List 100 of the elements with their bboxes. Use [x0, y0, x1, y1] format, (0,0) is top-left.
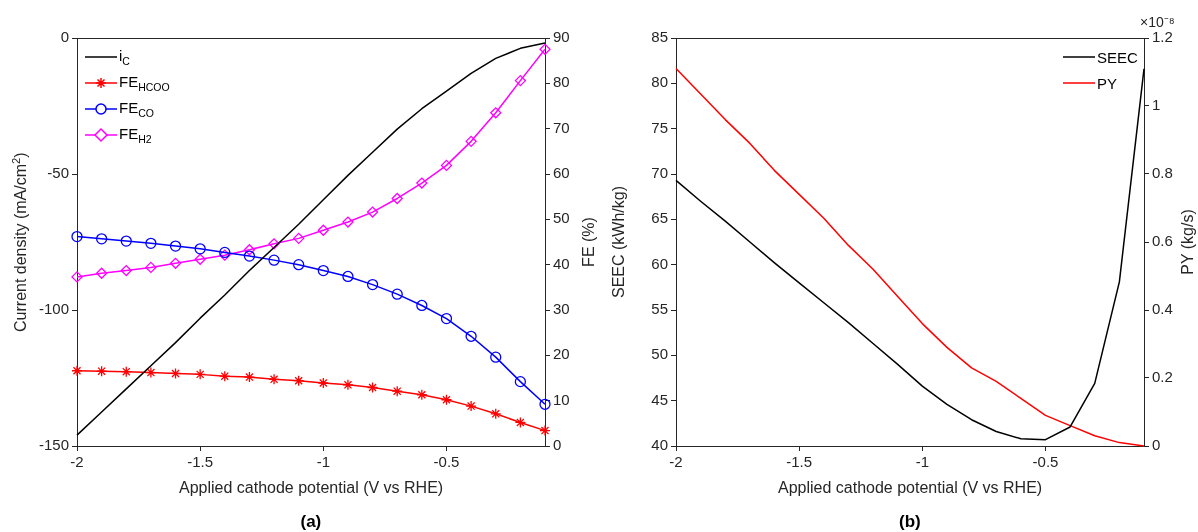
y-tick-label: 40: [651, 436, 668, 454]
y2-tick-label: 0: [1152, 436, 1161, 454]
point: [95, 365, 108, 377]
point: [465, 135, 477, 148]
point: [243, 250, 256, 262]
point: [71, 271, 83, 283]
y-tick-label: 80: [651, 73, 668, 91]
text: ×10⁻⁸: [1140, 13, 1175, 31]
point: [539, 424, 551, 437]
point: [317, 224, 329, 236]
point: [95, 267, 108, 279]
y-tick-label: 45: [651, 390, 668, 408]
point: [145, 366, 157, 379]
point: [219, 370, 231, 382]
text: (a): [300, 512, 322, 532]
y2-tick-label: 50: [553, 209, 570, 227]
y-tick-label: 50: [651, 345, 668, 363]
y-tick-label: 60: [651, 254, 668, 272]
text: (b): [899, 512, 921, 532]
point: [169, 367, 182, 380]
point: [440, 159, 453, 172]
y2-tick-label: 0.4: [1152, 300, 1173, 318]
point: [317, 264, 329, 277]
x-axis-title: Applied cathode potential (V vs RHE): [778, 479, 1043, 497]
point: [293, 259, 305, 271]
y-tick-label: -50: [47, 164, 69, 182]
point: [194, 243, 206, 255]
y-axis-title: SEEC (kWh/kg): [610, 185, 628, 299]
y2-tick-label: 90: [553, 28, 570, 46]
point: [342, 379, 354, 391]
point: [293, 375, 305, 387]
point: [268, 373, 280, 386]
y2-tick-label: 40: [553, 254, 570, 272]
point: [416, 389, 428, 401]
x-tick-label: -2: [70, 453, 84, 471]
y-tick-label: 70: [651, 164, 668, 182]
y2-tick-label: 80: [553, 73, 570, 91]
point: [169, 257, 182, 269]
x-tick-label: -1: [316, 453, 330, 471]
x-axis-title: Applied cathode potential (V vs RHE): [179, 479, 444, 497]
legend-label: FE$_{CO}$: [119, 99, 154, 119]
point: [71, 365, 83, 377]
legend-label: SEEC: [1097, 48, 1138, 66]
y-tick-label: 65: [651, 209, 668, 227]
point: [71, 230, 83, 243]
point: [539, 43, 551, 55]
y2-tick-label: 0.8: [1152, 164, 1173, 182]
y2-tick-label: 20: [553, 345, 570, 363]
y2-tick-label: 0.6: [1152, 232, 1173, 250]
y-tick-label: 85: [651, 28, 668, 46]
point: [342, 270, 354, 283]
y-tick-label: -150: [38, 436, 69, 454]
point: [465, 400, 477, 412]
y-tick-label: 0: [60, 28, 69, 46]
y2-axis-title: FE (%): [579, 217, 598, 267]
point: [416, 299, 428, 312]
legend-label: PY: [1097, 74, 1118, 92]
x-tick-label: -1: [915, 453, 929, 471]
point: [243, 244, 256, 256]
point: [194, 368, 206, 381]
point: [490, 107, 502, 119]
point: [366, 278, 379, 291]
point: [514, 74, 527, 87]
point: [539, 398, 551, 410]
y2-tick-label: 1.2: [1152, 28, 1173, 46]
y2-tick-label: 0.2: [1152, 368, 1173, 386]
point: [120, 366, 132, 378]
point: [169, 240, 182, 252]
y2-tick-label: 60: [553, 164, 570, 182]
legend-label: FE$_{H2}$: [119, 125, 152, 145]
y-tick-label: -100: [38, 300, 69, 318]
point: [194, 253, 206, 265]
point: [268, 238, 280, 250]
point: [145, 261, 157, 274]
point: [145, 237, 157, 250]
y2-tick-label: 30: [553, 300, 570, 318]
point: [440, 312, 453, 325]
y2-axis-title: PY (kg/s): [1178, 209, 1197, 275]
legend-label: FE$_{HCOO}$: [119, 73, 170, 93]
point: [120, 264, 132, 277]
x-tick-label: -0.5: [1032, 453, 1059, 471]
point: [514, 416, 527, 429]
y2-tick-label: 0: [553, 436, 562, 454]
point: [440, 394, 453, 406]
point: [490, 408, 502, 420]
point: [243, 371, 256, 383]
x-tick-label: -2: [669, 453, 683, 471]
point: [416, 177, 428, 189]
y-tick-label: 75: [651, 118, 668, 136]
y2-tick-label: 1: [1152, 96, 1161, 114]
x-tick-label: -1.5: [187, 453, 214, 471]
point: [293, 232, 305, 245]
point: [490, 351, 502, 363]
legend-label: i$_{C}$: [119, 47, 130, 67]
x-tick-label: -0.5: [433, 453, 460, 471]
point: [366, 206, 379, 218]
point: [391, 385, 403, 397]
point: [514, 375, 527, 388]
y-tick-label: 55: [651, 300, 668, 318]
y2-tick-label: 70: [553, 118, 570, 136]
